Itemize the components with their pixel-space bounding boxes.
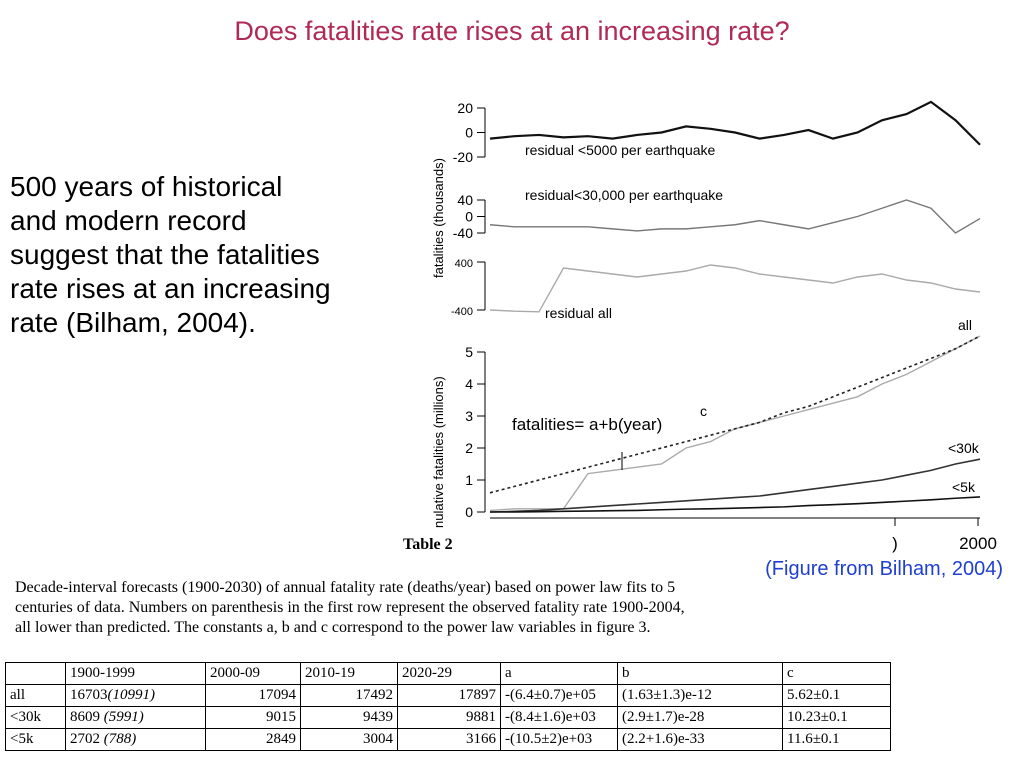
- table-cell: <30k: [5, 706, 66, 729]
- table-caption: Decade-interval forecasts (1900-2030) of…: [15, 578, 685, 638]
- figure-credit: (Figure from Bilham, 2004): [765, 558, 1003, 580]
- panel-label: residual all: [545, 305, 612, 321]
- panel-label: fatalities= a+b(year): [512, 415, 662, 434]
- x-tick-label: ): [892, 534, 898, 553]
- y-tick-label: 4: [465, 376, 473, 392]
- table-cell: 9439: [300, 706, 398, 729]
- table-cell: 17897: [397, 684, 501, 707]
- data-table: 1900-1999 2000-09 2010-19 2020-29 a b c all 1670…: [5, 662, 891, 751]
- data-line: [489, 458, 981, 513]
- y-tick-label: 0: [465, 504, 473, 520]
- table-cell: (2.2+1.6)e-33: [617, 728, 783, 751]
- table-cell: -(6.4±0.7)e+05: [500, 684, 618, 707]
- header-cell: c: [782, 662, 891, 685]
- y-tick-label: 400: [455, 258, 473, 270]
- header-cell: 2020-29: [397, 662, 501, 685]
- table-cell: 16703(10991): [65, 684, 206, 707]
- data-line: [489, 264, 981, 313]
- table-label: Table 2: [403, 536, 453, 553]
- table-cell: -(10.5±2)e+03: [500, 728, 618, 751]
- table-cell: 9015: [205, 706, 301, 729]
- table-cell: all: [5, 684, 66, 707]
- table-cell: (1.63±1.3)e-12: [617, 684, 783, 707]
- table-row: <30k 8609 (5991) 9015 9439 9881 -(8.4±1.6)e+0…: [5, 706, 891, 729]
- y-tick-label: 20: [457, 100, 473, 116]
- figure: 200-20 residual <5000 per earthquake400-4…: [431, 100, 997, 553]
- y-tick-label: 5: [465, 344, 473, 360]
- y-tick-label: 3: [465, 408, 473, 424]
- table-cell: 3004: [300, 728, 398, 751]
- table-row: <5k 2702 (788) 2849 3004 3166 -(10.5±2)e+03 (2…: [5, 728, 891, 751]
- table-cell: <5k: [5, 728, 66, 751]
- table-cell: 17492: [300, 684, 398, 707]
- header-cell: [5, 662, 66, 685]
- cell-value: 8609: [70, 709, 104, 725]
- y-tick-label: -400: [451, 306, 473, 318]
- table-cell: 9881: [397, 706, 501, 729]
- cell-observed: (788): [103, 731, 137, 747]
- y-tick-label: 0: [465, 125, 473, 141]
- table-cell: 10.23±0.1: [782, 706, 891, 729]
- table-cell: 2702 (788): [65, 728, 206, 751]
- table-cell: 5.62±0.1: [782, 684, 891, 707]
- body-line: rate (Bilham, 2004).: [10, 307, 256, 338]
- y-tick-label: 2: [465, 440, 473, 456]
- body-line: and modern record: [10, 205, 247, 236]
- header-cell: 2000-09: [205, 662, 301, 685]
- cell-value: 2702: [70, 731, 104, 747]
- data-line: [490, 496, 981, 513]
- header-cell: 1900-1999: [65, 662, 206, 685]
- table-cell: 11.6±0.1: [782, 728, 891, 751]
- panel-label: residual<30,000 per earthquake: [525, 187, 723, 203]
- header-cell: a: [500, 662, 618, 685]
- y-axis-label: fatalities (thousands): [431, 158, 446, 278]
- label-superscript: c: [700, 403, 707, 419]
- data-line: [489, 199, 981, 234]
- y-tick-label: 1: [465, 472, 473, 488]
- series-label: <30k: [948, 440, 980, 456]
- y-tick-label: 0: [465, 209, 473, 225]
- table-cell: -(8.4±1.6)e+03: [500, 706, 618, 729]
- header-cell: 2010-19: [300, 662, 398, 685]
- series-label: <5k: [952, 479, 976, 495]
- caption-line: all lower than predicted. The constants …: [15, 619, 651, 636]
- body-line: rate rises at an increasing: [10, 273, 331, 304]
- table-cell: 17094: [205, 684, 301, 707]
- y-axis-label: nulative fatalities (millions): [431, 376, 446, 528]
- body-line: suggest that the fatalities: [10, 239, 320, 270]
- cell-observed: (5991): [103, 709, 144, 725]
- table-cell: (2.9±1.7)e-28: [617, 706, 783, 729]
- cell-value: 16703: [70, 687, 108, 703]
- x-tick-label: 2000: [959, 534, 997, 553]
- y-tick-label: 40: [457, 192, 473, 208]
- cell-observed: (10991): [107, 687, 156, 703]
- table-row: 1900-1999 2000-09 2010-19 2020-29 a b c: [5, 662, 891, 685]
- slide-title: Does fatalities rate rises at an increas…: [234, 16, 790, 46]
- y-tick-label: -20: [453, 149, 473, 165]
- table-cell: 3166: [397, 728, 501, 751]
- table-row: all 16703(10991) 17094 17492 17897 -(6.4±0.7)…: [5, 684, 891, 707]
- data-line: [489, 335, 981, 494]
- caption-line: Decade-interval forecasts (1900-2030) of…: [15, 579, 676, 596]
- y-tick-label: -40: [453, 225, 473, 241]
- table-cell: 2849: [205, 728, 301, 751]
- caption-line: centuries of data. Numbers on parenthesi…: [15, 599, 685, 616]
- panel-label: residual <5000 per earthquake: [525, 142, 716, 158]
- table-cell: 8609 (5991): [65, 706, 206, 729]
- series-label: all: [958, 317, 972, 333]
- header-cell: b: [617, 662, 783, 685]
- body-line: 500 years of historical: [10, 171, 283, 202]
- data-line: [489, 100, 981, 146]
- body-text: 500 years of historical and modern record…: [10, 170, 331, 340]
